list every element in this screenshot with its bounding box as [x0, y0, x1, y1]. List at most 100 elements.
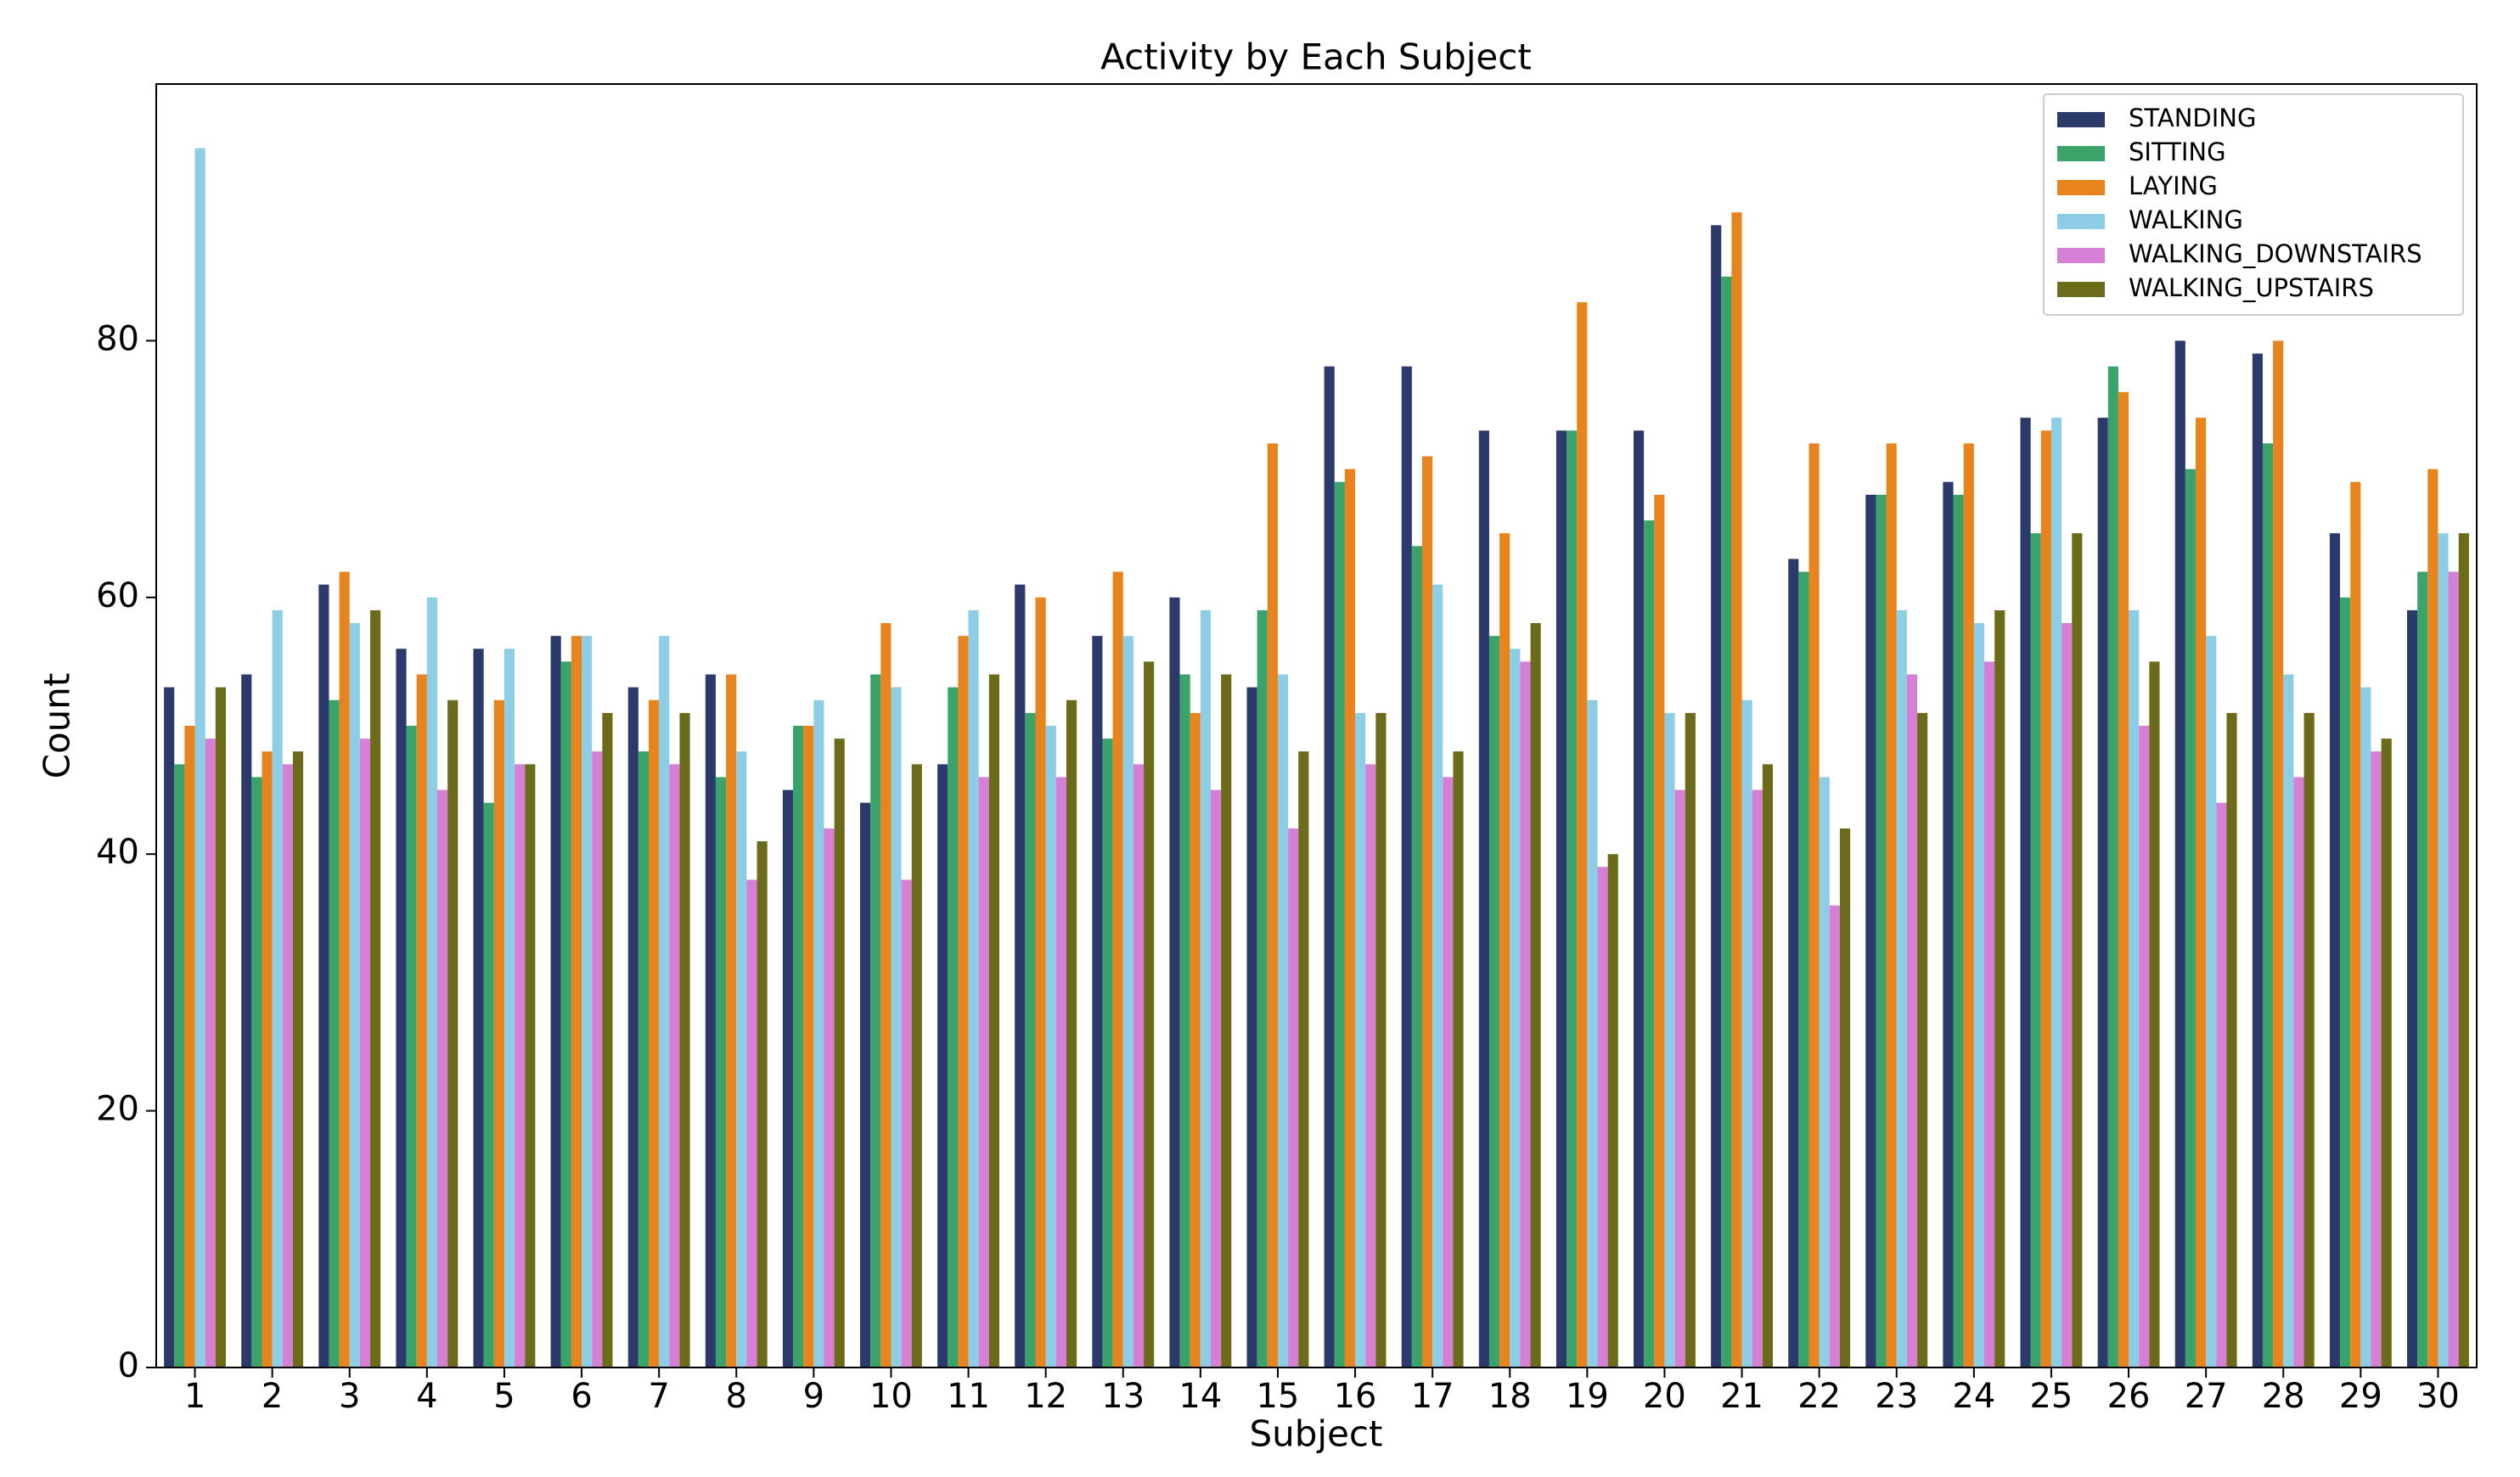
bar [679, 712, 690, 1367]
bar [1530, 623, 1541, 1367]
bar [1819, 777, 1830, 1367]
bar [184, 726, 195, 1367]
bar [1555, 430, 1567, 1367]
bar [1752, 789, 1763, 1367]
bar [2149, 661, 2160, 1367]
bar [1839, 828, 1851, 1367]
x-tick-label: 4 [416, 1377, 437, 1416]
bar [582, 636, 593, 1367]
bar [726, 674, 737, 1367]
bar [194, 148, 205, 1368]
bar [1577, 302, 1588, 1367]
bar [988, 674, 999, 1367]
bar [860, 802, 871, 1367]
chart-title: Activity by Each Subject [1100, 37, 1532, 78]
bar [911, 764, 922, 1367]
bar [1886, 443, 1897, 1367]
bar [1334, 481, 1345, 1367]
bar [1917, 712, 1928, 1367]
bar [638, 751, 650, 1367]
bar [2129, 609, 2140, 1367]
bar [349, 623, 360, 1367]
legend-swatch [2057, 180, 2105, 195]
x-tick-label: 24 [1952, 1377, 1995, 1416]
x-tick-label: 29 [2339, 1377, 2382, 1416]
bar [757, 841, 768, 1367]
bar [1587, 699, 1598, 1367]
bar [793, 726, 804, 1367]
legend-swatch [2057, 282, 2105, 297]
y-tick-label: 40 [96, 833, 139, 872]
bar [1045, 726, 1056, 1367]
x-tick-label: 26 [2107, 1377, 2151, 1416]
bar [948, 687, 959, 1367]
bar [891, 687, 902, 1367]
bar [649, 699, 660, 1367]
x-tick-label: 11 [947, 1377, 990, 1416]
bar [968, 609, 979, 1367]
x-tick-label: 19 [1566, 1377, 1609, 1416]
bar [746, 879, 757, 1367]
x-tick-label: 25 [2029, 1377, 2073, 1416]
bar [2427, 469, 2438, 1367]
bar [1567, 430, 1578, 1367]
bar [515, 764, 526, 1367]
bar [1344, 469, 1356, 1367]
bar [2303, 712, 2315, 1367]
x-tick-label: 1 [184, 1377, 205, 1416]
bar [205, 738, 216, 1367]
bar [359, 738, 371, 1367]
bar [1943, 481, 1954, 1367]
bar [241, 674, 252, 1367]
bar [1133, 764, 1145, 1367]
bar [1375, 712, 1387, 1367]
bar [1422, 456, 1433, 1367]
bar [2107, 366, 2118, 1367]
bar [370, 609, 381, 1367]
bar [1453, 751, 1464, 1367]
bar [659, 636, 670, 1367]
bar [602, 712, 613, 1367]
bar [2273, 340, 2284, 1367]
bar [2020, 418, 2031, 1367]
bar [272, 609, 283, 1367]
bar [824, 828, 835, 1367]
bar [1510, 649, 1521, 1367]
x-tick-label: 5 [493, 1377, 515, 1416]
bar [1478, 430, 1489, 1367]
bar [396, 649, 407, 1367]
bar [1762, 764, 1773, 1367]
bar [1711, 225, 1722, 1367]
bar [2340, 597, 2351, 1367]
bar [406, 726, 417, 1367]
bar [2360, 687, 2371, 1367]
x-tick-label: 2 [262, 1377, 283, 1416]
legend-swatch [2057, 248, 2105, 263]
bar [2118, 391, 2129, 1367]
x-tick-label: 9 [803, 1377, 824, 1416]
bar [1963, 443, 1974, 1367]
bar [1654, 494, 1665, 1367]
bar [736, 751, 747, 1367]
bar [2329, 533, 2341, 1367]
bar [1179, 674, 1190, 1367]
bar [1288, 828, 1299, 1367]
bar [1190, 712, 1201, 1367]
bar [262, 751, 273, 1367]
bar [1092, 636, 1103, 1367]
bar [1664, 712, 1675, 1367]
bar [2448, 571, 2459, 1367]
plot-frame [155, 83, 2478, 1368]
x-tick-label: 18 [1488, 1377, 1532, 1416]
bar [2283, 674, 2294, 1367]
x-tick-label: 23 [1875, 1377, 1918, 1416]
bar [715, 777, 727, 1367]
bar [2185, 469, 2197, 1367]
legend-swatch [2057, 112, 2105, 127]
bar [1499, 533, 1510, 1367]
bar [1112, 571, 1123, 1367]
bar [1102, 738, 1113, 1367]
legend-label: LAYING [2129, 171, 2218, 200]
bar [2062, 623, 2073, 1367]
bar [1365, 764, 1376, 1367]
